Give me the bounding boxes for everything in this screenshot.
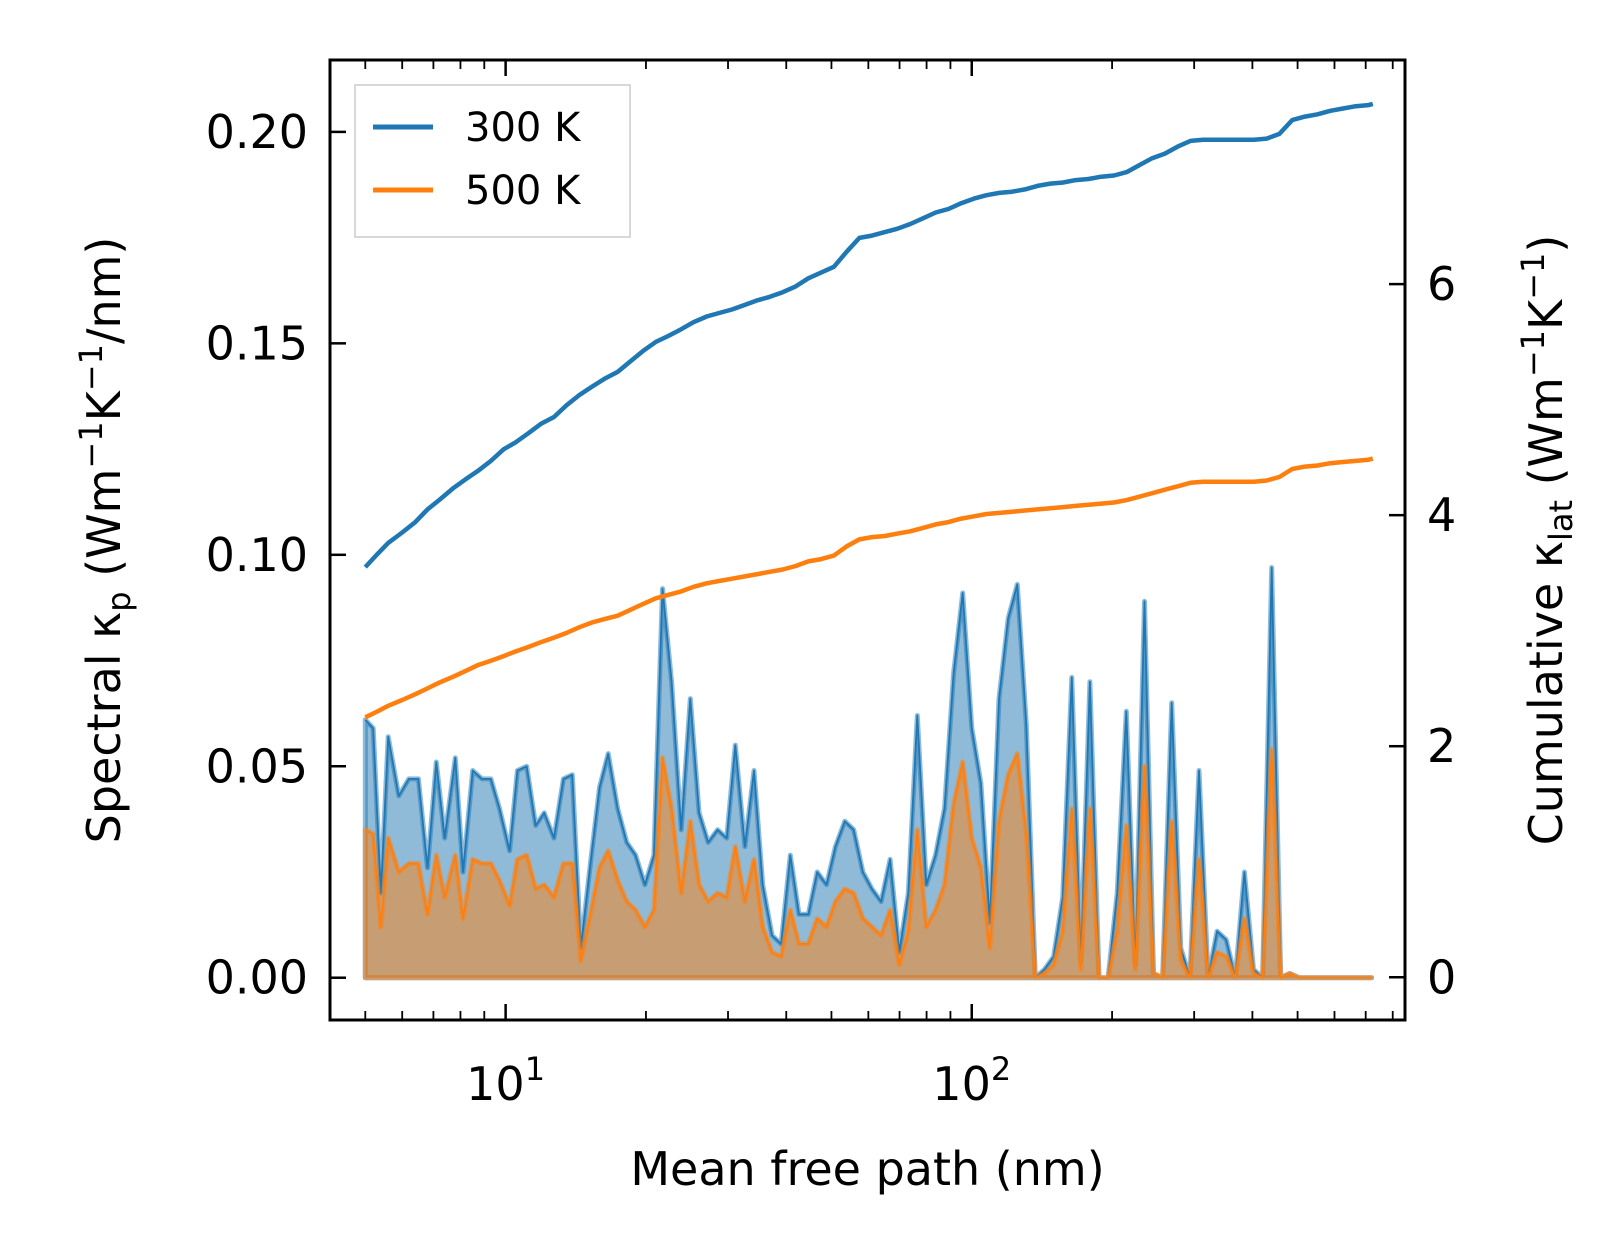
- left-y-tick-label: 0.00: [206, 951, 308, 1005]
- spectral-line-500k: [364, 748, 1372, 979]
- right-y-axis-label: Cumulative κlat (Wm−1K−1): [1514, 235, 1580, 846]
- plot-area: [362, 101, 1375, 981]
- legend-box: [354, 84, 631, 238]
- x-tick-label-exponent: 1: [525, 1050, 545, 1088]
- legend: 300 K 500 K: [354, 84, 631, 238]
- left-y-axis-label: Spectral κp (Wm−1K−1/nm): [72, 237, 138, 844]
- x-axis-label: Mean free path (nm): [630, 1142, 1104, 1196]
- x-tick-label: 102: [932, 1050, 1011, 1111]
- x-tick-label-exponent: 2: [991, 1050, 1011, 1088]
- right-y-tick-label: 0: [1427, 950, 1456, 1004]
- left-y-tick-label: 0.10: [206, 528, 308, 582]
- x-tick-label: 101: [466, 1050, 545, 1111]
- x-tick-label-base: 10: [466, 1057, 525, 1111]
- cumulative-line-500k: [364, 456, 1374, 720]
- right-y-tick-label: 2: [1427, 719, 1456, 773]
- right-y-tick-label: 6: [1427, 257, 1456, 311]
- x-tick-label-base: 10: [932, 1057, 991, 1111]
- legend-label-300k: 300 K: [465, 105, 582, 151]
- right-y-tick-label: 4: [1427, 488, 1456, 542]
- cumulative-line-300k: [363, 101, 1374, 569]
- spectral-line-300k: [364, 566, 1372, 979]
- left-y-tick-label: 0.05: [206, 739, 308, 793]
- left-y-tick-label: 0.15: [206, 316, 308, 370]
- legend-label-500k: 500 K: [465, 168, 582, 214]
- left-y-tick-label: 0.20: [206, 105, 308, 159]
